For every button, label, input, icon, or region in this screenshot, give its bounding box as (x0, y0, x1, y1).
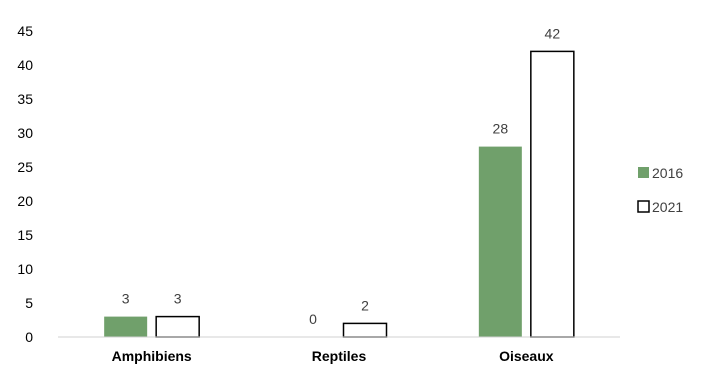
legend: 2016 2021 (637, 165, 683, 215)
bars (104, 50, 575, 338)
data-label: 2 (361, 297, 369, 313)
legend-label: 2021 (652, 199, 683, 215)
bar-2016-oiseaux (478, 146, 522, 337)
x-category-label: Amphibiens (112, 348, 192, 364)
y-tick-label: 45 (17, 23, 33, 39)
x-axis-categories: Amphibiens Reptiles Oiseaux (112, 348, 554, 364)
y-tick-label: 25 (17, 159, 33, 175)
y-tick-label: 30 (17, 125, 33, 141)
data-label: 3 (122, 291, 130, 307)
y-tick-label: 35 (17, 91, 33, 107)
y-tick-label: 0 (25, 329, 33, 345)
data-label: 28 (493, 121, 509, 137)
data-label: 0 (309, 311, 317, 327)
y-tick-label: 10 (17, 261, 33, 277)
y-axis-ticks: 0 5 10 15 20 25 30 35 40 45 (17, 23, 33, 345)
bar-2021-reptiles (342, 322, 388, 338)
x-category-label: Oiseaux (499, 348, 554, 364)
bar-2016-amphibiens (104, 316, 148, 337)
legend-swatch-2021 (637, 200, 650, 213)
data-label: 42 (545, 25, 561, 41)
data-label: 3 (174, 291, 182, 307)
legend-swatch-2016 (638, 167, 649, 178)
y-tick-label: 15 (17, 227, 33, 243)
legend-label: 2016 (652, 165, 683, 181)
bar-2021-oiseaux (530, 50, 575, 338)
x-category-label: Reptiles (312, 348, 367, 364)
y-tick-label: 20 (17, 193, 33, 209)
bar-2021-amphibiens (155, 315, 200, 338)
y-tick-label: 5 (25, 295, 33, 311)
data-labels: 3 3 0 2 28 42 (122, 25, 561, 327)
y-tick-label: 40 (17, 57, 33, 73)
